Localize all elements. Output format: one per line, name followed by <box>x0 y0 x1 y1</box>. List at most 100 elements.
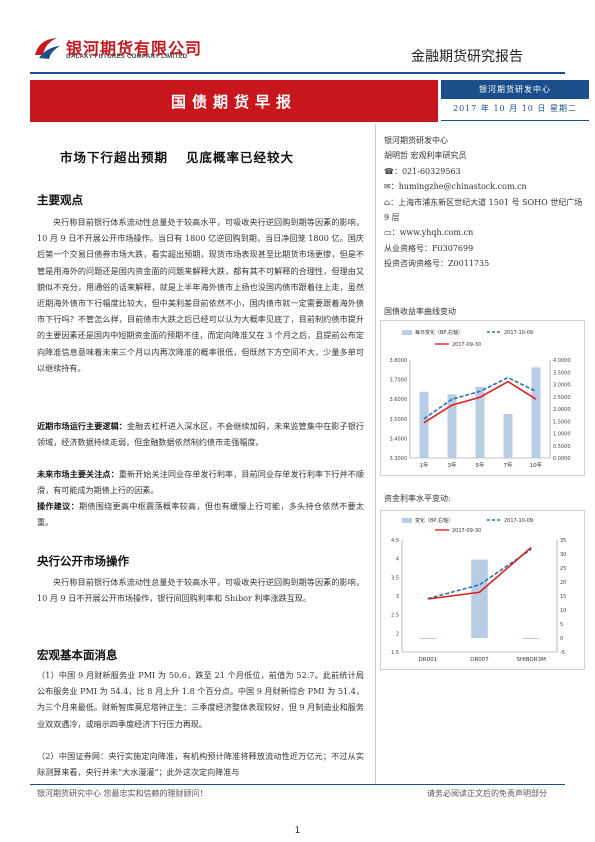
contact-phone: 021-60329563 <box>401 166 461 176</box>
chart1-ytick-left: 3.5000 <box>390 417 408 423</box>
company-name-en: GALAXY FUTURES COMPANY LIMITED <box>66 54 188 60</box>
contact-analyst: 胡明哲 宏观利率研究员 <box>384 151 467 161</box>
page-number: 1 <box>294 826 301 836</box>
chart2-title: 资金利率水平变动: <box>384 494 451 503</box>
chart2-ytick-left: 3 <box>396 594 399 600</box>
chart1-ytick-right: 3.5000 <box>553 370 571 376</box>
chart1-bar <box>475 386 485 458</box>
email-icon: ✉ <box>384 182 391 192</box>
phone-icon: ☎ <box>384 166 394 176</box>
yield-curve-chart: 3.3000 3.4000 3.5000 3.6000 3.7000 3.8000 0.00… <box>380 320 585 476</box>
contact-cert2: 投资咨询资格号：Z0011735 <box>384 259 490 269</box>
chart1-legend-label: 每日变化（BP,右轴） <box>415 329 463 336</box>
monitor-icon: ▭ <box>384 228 392 238</box>
chart1-title: 国债收益率曲线变动 <box>384 307 456 316</box>
title-part2: 见底概率已经较大 <box>186 150 295 165</box>
chart2-xtick: DR001 <box>419 657 438 663</box>
chart1-ytick-right: 2.5000 <box>553 395 571 401</box>
contact-email[interactable]: humingzhe@chinastock.com.cn <box>398 182 527 192</box>
chart1-bar <box>531 367 541 458</box>
chart2-xtick: DR007 <box>470 657 489 663</box>
chart1-ytick-left: 3.7000 <box>390 378 408 384</box>
chart2-bar <box>522 638 540 639</box>
chart2-ytick-right: 0 <box>560 636 563 642</box>
chart1-ytick-right: 1.5000 <box>553 419 571 425</box>
chart2-ytick-right: 20 <box>560 580 566 586</box>
chart1-bar <box>503 413 513 458</box>
chart2-ytick-left: 2.5 <box>391 613 399 619</box>
contact-email-row: ✉：humingzhe@chinastock.com.cn <box>384 182 527 192</box>
chart2-xtick: SHIBOR3M <box>517 657 547 663</box>
chart1-ytick-right: 3.0000 <box>553 383 571 389</box>
chart2-ytick-right: 25 <box>560 566 566 572</box>
chart1-ytick-right: 1.0000 <box>553 432 571 438</box>
contact-phone-row: ☎：021-60329563 <box>384 166 461 176</box>
chart1-xtick: 10年 <box>530 461 543 469</box>
chart2-ytick-right: 35 <box>560 538 566 544</box>
contact-address-row: ⌂：上海市浦东新区世纪大道 1501 号 SOHO 世纪广场 9 层 <box>384 197 583 223</box>
chart1-ytick-left: 3.8000 <box>390 358 408 364</box>
contact-block: 银河期货研发中心 胡明哲 宏观利率研究员 ☎：021-60329563 ✉：hu… <box>384 133 589 272</box>
chart1-line-solid <box>423 380 537 424</box>
funding-rate-chart: 1.5 2 2.5 3 3.5 4 4.5 -5 0 5 10 15 20 25 30 35 DR001 DR00… <box>380 510 585 670</box>
focus-paragraph: 未来市场主要关注点：重新开始关注同业存单发行利率，目前同业存单发行利率下行并不顺… <box>37 466 364 498</box>
chart2-ytick-left: 1.5 <box>391 650 399 656</box>
header-rule <box>30 72 565 74</box>
chart1-ytick-left: 3.3000 <box>390 456 408 462</box>
chart1-ytick-right: 4.0000 <box>553 358 571 364</box>
chart2-ytick-right: 10 <box>560 608 566 614</box>
advice-text: 期债围绕更高中枢震荡概率较高，但也有缓慢上行可能，多头持仓依然不要太重。 <box>37 501 364 528</box>
macro-item-2: （2）中国证券网：央行实施定向降准，有机构预计降准将释放流动性近万亿元；不过从实… <box>37 751 364 778</box>
company-name-cn: 银河期货有限公司 <box>66 39 203 58</box>
report-banner: 国债期货早报 <box>30 80 438 122</box>
open-market-paragraph: 央行称目前银行体系流动性总量处于较高水平，可吸收央行逆回购到期等因素的影响，10… <box>37 577 364 604</box>
contact-website[interactable]: www.yhqh.com.cn <box>399 228 474 238</box>
chart2-ytick-left: 4.5 <box>391 538 399 544</box>
logic-paragraph: 近期市场运行主要逻辑：金融去杠杆进入深水区，不会继续加码，未来监管集中在影子银行… <box>37 418 364 450</box>
chart2-line-solid <box>427 546 532 600</box>
chart1-xtick: 5年 <box>476 461 485 469</box>
title-part1: 市场下行超出预期 <box>60 150 169 165</box>
dept-badge: 银河期货研发中心 <box>441 80 589 99</box>
report-date: 2017 年 10 月 10 日 星期二 <box>453 104 577 113</box>
contact-web-row: ▭：www.yhqh.com.cn <box>384 228 474 238</box>
logic-label: 近期市场运行主要逻辑： <box>37 421 127 431</box>
chart2-legend-label: 2017-10-09 <box>504 518 533 524</box>
chart1-ytick-left: 3.4000 <box>390 436 408 442</box>
main-view-paragraph: 央行称目前银行体系流动性总量处于较高水平，可吸收央行逆回购到期等因素的影响，10… <box>37 217 364 373</box>
chart1-ytick-left: 3.6000 <box>390 397 408 403</box>
focus-label: 未来市场主要关注点： <box>37 469 119 479</box>
chart1-ytick-right: 2.0000 <box>553 407 571 413</box>
report-type: 金融期货研究报告 <box>411 49 523 65</box>
section-heading-open-market: 央行公开市场操作 <box>37 554 129 568</box>
section-heading-macro: 宏观基本面消息 <box>37 648 118 662</box>
column-divider <box>375 124 376 784</box>
chart1-legend-label: 2017-10-09 <box>504 330 533 336</box>
chart1-legend-label: 2017-09-30 <box>452 342 481 348</box>
chart2-legend-swatch <box>402 518 412 523</box>
contact-org: 银河期货研发中心 <box>384 136 448 145</box>
chart1-xtick: 3年 <box>448 461 457 469</box>
section-heading-main-view: 主要观点 <box>37 193 83 207</box>
macro-item-1: （1）中国 9 月财新服务业 PMI 为 50.6，跌至 21 个月低位，前值为… <box>37 670 364 729</box>
contact-cert1: 从业资格号：F0307699 <box>384 243 474 253</box>
chart1-bar <box>447 394 457 458</box>
chart1-ytick-right: 0.0000 <box>553 456 571 462</box>
focus-text: 重新开始关注同业存单发行利率，目前同业存单发行利率下行并不顺滑，有可能成为期债上… <box>37 469 364 496</box>
chart2-ytick-left: 3.5 <box>391 575 399 581</box>
chart2-ytick-right: 5 <box>560 622 563 628</box>
chart1-xtick: 1年 <box>420 461 429 469</box>
location-icon: ⌂ <box>384 197 391 207</box>
advice-paragraph: 操作建议：期债围绕更高中枢震荡概率较高，但也有缓慢上行可能，多头持仓依然不要太重… <box>37 498 364 530</box>
chart2-bar <box>471 559 488 638</box>
chart1-legend-swatch <box>402 330 412 335</box>
chart1-xtick: 7年 <box>504 461 513 469</box>
date-rule <box>441 120 589 121</box>
chart2-bar <box>419 638 437 639</box>
chart2-legend-label: 变化（BP,右轴） <box>415 517 453 524</box>
chart1-ytick-right: 0.5000 <box>553 444 571 450</box>
chart2-ytick-right: 30 <box>560 552 566 558</box>
chart1-line-dashed <box>423 376 537 420</box>
chart2-ytick-left: 4 <box>396 557 399 563</box>
footer-disclaimer: 请务必阅读正文后的免责声明部分 <box>427 789 547 798</box>
